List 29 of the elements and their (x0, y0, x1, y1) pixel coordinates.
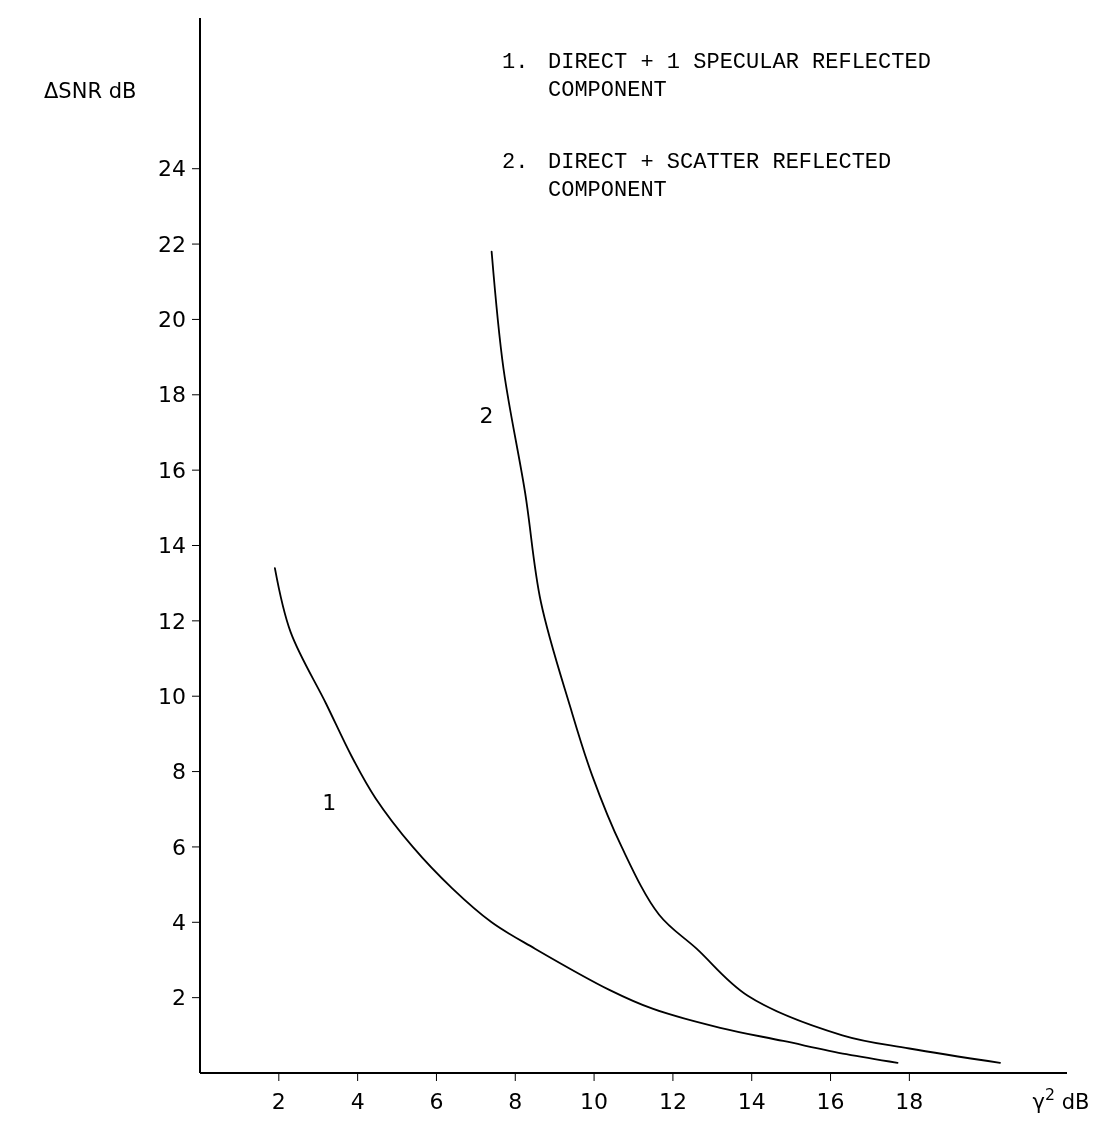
x-tick-label: 2 (271, 1089, 286, 1114)
y-tick-label: 14 (158, 533, 186, 559)
y-tick-label: 10 (158, 683, 186, 709)
line-series (273, 567, 899, 1064)
y-tick-label: 18 (158, 382, 186, 408)
x-tick-label: 14 (737, 1089, 766, 1114)
annotation: 2. DIRECT + SCATTER REFLECTED COMPONENT (502, 150, 892, 203)
y-tick-label: 8 (172, 759, 186, 785)
y-tick-label: 12 (158, 608, 186, 634)
y-tick-label: 6 (172, 834, 186, 860)
y-tick-label: 2 (172, 985, 186, 1011)
y-tick-label: 16 (158, 457, 186, 483)
series-label: 1 (322, 789, 337, 815)
y-axis-title: ΔSNR dB (44, 79, 137, 103)
series-label: 2 (479, 403, 494, 429)
y-tick-label: 24 (158, 156, 186, 182)
x-tick-label: 6 (429, 1089, 444, 1114)
line-series (490, 250, 1001, 1064)
x-tick-label: 4 (350, 1089, 365, 1114)
y-tick-label: 22 (158, 231, 186, 257)
annotation: 1. DIRECT + 1 SPECULAR REFLECTED COMPONENT (502, 50, 931, 103)
x-tick-label: 12 (658, 1089, 687, 1114)
x-tick-label: 10 (580, 1089, 609, 1114)
y-tick-label: 20 (158, 307, 186, 333)
x-tick-label: 18 (895, 1089, 924, 1114)
x-tick-label: 16 (816, 1089, 845, 1114)
x-tick-label: 8 (508, 1089, 523, 1114)
x-axis-title: γ$^{2}$ dB (1032, 1084, 1090, 1114)
y-tick-label: 4 (172, 909, 186, 935)
